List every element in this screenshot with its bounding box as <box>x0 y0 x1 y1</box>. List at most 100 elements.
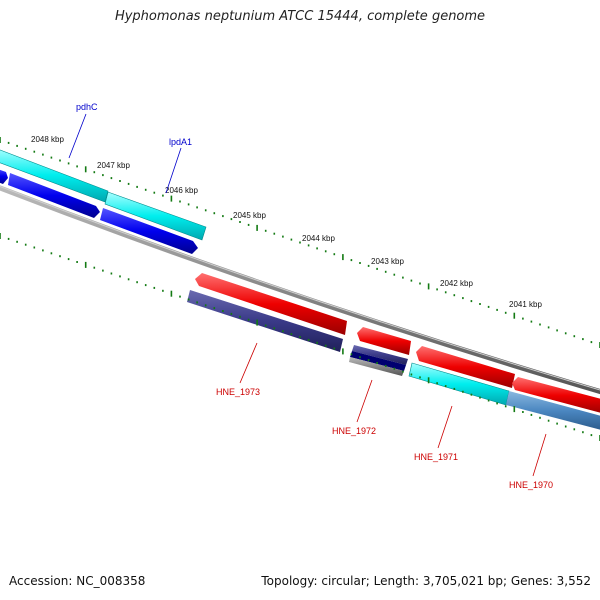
gene-label-HNE_1970[interactable]: HNE_1970 <box>509 480 553 490</box>
lower-scale-tick <box>264 324 267 327</box>
upper-scale-tick <box>487 305 490 308</box>
lower-scale-tick <box>427 377 430 384</box>
gene-lpdA1-cyan[interactable] <box>104 191 207 241</box>
gene-HNE_1972-dark[interactable] <box>350 351 406 371</box>
scale-label-2048: 2048 kbp <box>31 135 64 144</box>
lower-scale-tick <box>393 367 396 370</box>
upper-scale-tick <box>402 276 404 279</box>
upper-scale-tick <box>282 235 284 238</box>
gene-label-pdhC[interactable]: pdhC <box>76 102 98 112</box>
upper-scale-tick <box>222 215 224 218</box>
lower-scale-tick <box>573 428 576 431</box>
gene-pdhC-cds[interactable] <box>8 173 100 218</box>
upper-scale-tick <box>59 159 61 162</box>
lower-scale-tick <box>367 359 370 362</box>
gene-HNE_1973-purple[interactable] <box>187 290 343 352</box>
scale-label-2044: 2044 kbp <box>302 234 335 243</box>
gene-label-lpdA1[interactable]: lpdA1 <box>169 137 192 147</box>
gene-HNE_1973-red[interactable] <box>195 273 347 335</box>
upper-scale-tick <box>324 250 327 253</box>
lower-scale-tick <box>136 281 138 284</box>
lower-scale-tick <box>487 399 490 402</box>
upper-scale-tick <box>342 254 344 261</box>
gene-cds-blue-a[interactable] <box>0 168 8 184</box>
lower-scale-tick <box>222 310 224 312</box>
upper-scale-tick <box>213 212 216 215</box>
upper-scale-tick <box>42 153 44 156</box>
lower-scale-tick <box>582 431 584 434</box>
gene-HNE_1972-red[interactable] <box>357 327 411 355</box>
upper-scale-tick <box>419 282 421 285</box>
upper-scale-tick <box>256 224 258 231</box>
gene-HNE_1971-red[interactable] <box>416 346 515 388</box>
lower-scale-tick <box>67 258 70 261</box>
lower-scale-tick <box>213 307 216 310</box>
lower-scale-tick <box>196 301 198 304</box>
upper-scale-tick <box>102 174 104 177</box>
gene-HNE_1972-grey[interactable] <box>349 357 404 376</box>
upper-scale-tick <box>479 303 481 305</box>
lower-scale-tick <box>470 393 473 396</box>
lower-scale-tick <box>0 233 1 239</box>
scale-label-2046: 2046 kbp <box>165 186 198 195</box>
lower-scale-tick <box>504 405 507 408</box>
upper-scale-tick <box>76 165 78 168</box>
lower-scale-tick <box>324 344 327 347</box>
lower-scale-tick <box>110 272 113 275</box>
gene-lpdA1-cds[interactable] <box>100 208 198 254</box>
lower-scale-tick <box>93 266 96 269</box>
page-title: Hyphomonas neptunium ATCC 15444, complet… <box>114 9 486 24</box>
lower-scale-tick <box>179 295 181 298</box>
lower-scale-tick <box>290 333 293 336</box>
scale-label-2045: 2045 kbp <box>233 211 266 220</box>
lower-scale-tick <box>496 402 498 405</box>
lower-scale-tick <box>539 416 541 419</box>
upper-scale-tick <box>179 200 181 203</box>
lower-scale-tick <box>342 348 344 355</box>
upper-scale-tick <box>462 297 464 300</box>
gene-HNE_1970-steel[interactable] <box>506 391 600 431</box>
lower-scale-tick <box>402 370 404 373</box>
accession-label: Accession: NC_008358 <box>9 574 146 588</box>
gene-label-HNE_1971[interactable]: HNE_1971 <box>414 452 458 462</box>
lower-scale-tick <box>376 362 378 364</box>
upper-scale-tick <box>564 332 567 335</box>
scale-label-2047: 2047 kbp <box>97 161 130 170</box>
gene-HNE_1970-red[interactable] <box>512 377 600 414</box>
lower-scale-tick <box>170 290 173 297</box>
scale-tick-marks <box>0 137 600 441</box>
upper-scale-tick <box>522 317 524 320</box>
lower-scale-tick <box>16 240 18 243</box>
lower-scale-tick <box>547 419 550 422</box>
upper-scale-tick <box>496 308 498 311</box>
lower-scale-tick <box>384 364 387 367</box>
upper-scale-tick <box>547 326 550 329</box>
lower-scale-tick <box>144 284 147 287</box>
leader-HNE_1972 <box>356 379 373 423</box>
upper-scale-tick <box>136 185 138 188</box>
lower-scale-tick <box>316 341 318 344</box>
leader-HNE_1970 <box>532 433 547 477</box>
upper-scale-tick <box>376 267 378 270</box>
lower-scale-tick <box>299 336 301 338</box>
lower-scale-tick <box>444 385 447 388</box>
upper-scale-tick <box>239 221 241 223</box>
lower-scale-tick <box>359 356 361 359</box>
lower-scale-tick <box>187 298 190 301</box>
gene-label-HNE_1973[interactable]: HNE_1973 <box>216 387 260 397</box>
upper-scale-tick <box>7 141 10 144</box>
upper-scale-tick <box>359 262 361 264</box>
lower-scale-tick <box>230 312 233 315</box>
upper-scale-tick <box>0 137 1 143</box>
upper-scale-tick <box>127 182 130 185</box>
gene-label-HNE_1972[interactable]: HNE_1972 <box>332 426 376 436</box>
lower-scale-tick <box>564 425 567 428</box>
lower-scale-tick <box>282 330 284 333</box>
upper-scale-tick <box>556 329 558 332</box>
upper-scale-tick <box>393 273 396 276</box>
lower-scale-tick <box>333 347 336 350</box>
gene-HNE_1972-purple[interactable] <box>352 345 408 365</box>
upper-scale-tick <box>67 162 70 165</box>
gene-pdhC-cyan[interactable] <box>0 148 109 203</box>
